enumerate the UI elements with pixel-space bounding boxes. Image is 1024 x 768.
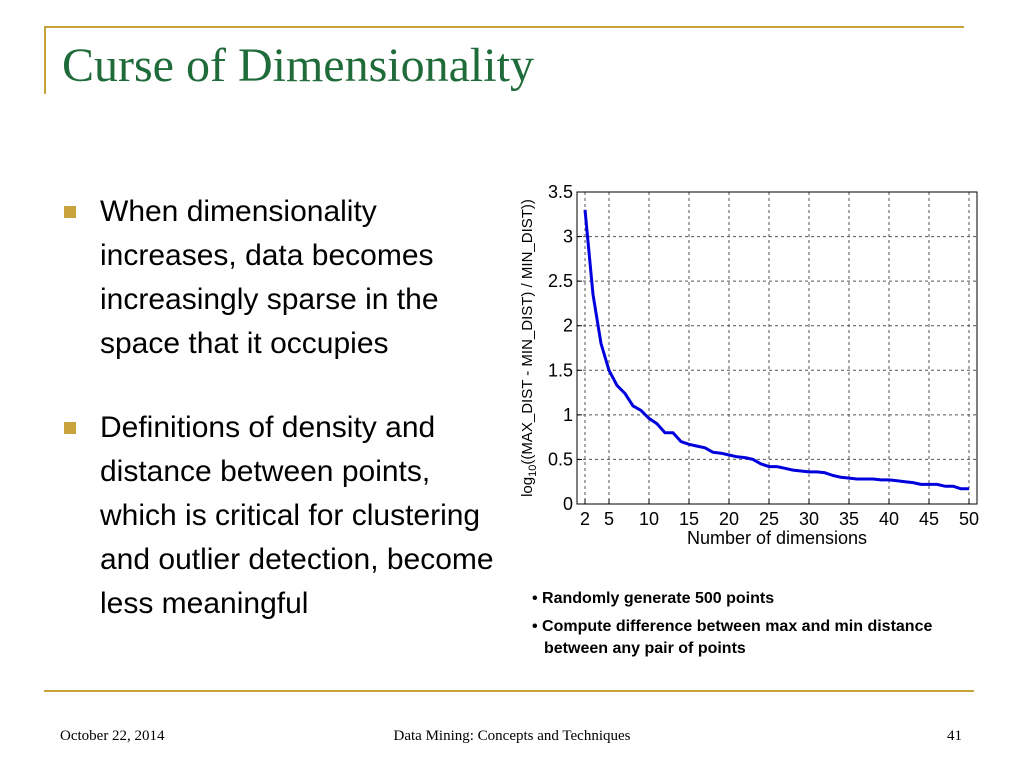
y-axis-label-subscript: 10	[527, 465, 539, 477]
x-tick-label: 30	[799, 509, 819, 529]
plot-area-frame	[576, 191, 978, 505]
x-tick-label: 20	[719, 509, 739, 529]
x-tick-label: 15	[679, 509, 699, 529]
y-tick-label: 3.5	[548, 182, 573, 202]
square-bullet-icon	[64, 422, 76, 434]
y-axis-label-prefix: log	[519, 477, 536, 497]
x-tick-label: 50	[959, 509, 979, 529]
y-tick-label: 2.5	[548, 271, 573, 291]
title-frame-left	[44, 26, 46, 94]
x-tick-label: 2	[580, 509, 590, 529]
note-item: • Compute difference between max and min…	[532, 618, 933, 657]
square-bullet-icon	[64, 206, 76, 218]
title-frame-top	[44, 26, 964, 28]
y-tick-label: 1	[563, 405, 573, 425]
footer-date: October 22, 2014	[60, 728, 165, 744]
footer-rule	[44, 690, 974, 692]
y-tick-label: 1.5	[548, 360, 573, 380]
x-tick-label: 40	[879, 509, 899, 529]
bullet-text: When dimensionality increases, data beco…	[100, 195, 439, 360]
bullet-item: When dimensionality increases, data beco…	[60, 190, 500, 366]
y-axis-label: log10((MAX_DIST - MIN_DIST) / MIN_DIST))	[519, 199, 539, 497]
notes-list: • Randomly generate 500 points • Compute…	[532, 588, 972, 660]
series-line	[583, 209, 969, 491]
y-tick-label: 0	[563, 494, 573, 514]
note-item: • Randomly generate 500 points	[532, 590, 775, 607]
chart-grid	[577, 191, 977, 505]
y-tick-label: 0.5	[548, 449, 573, 469]
y-axis-label-rest: ((MAX_DIST - MIN_DIST) / MIN_DIST))	[519, 199, 536, 465]
bullet-text: Definitions of density and distance betw…	[100, 411, 494, 620]
footer-title: Data Mining: Concepts and Techniques	[393, 728, 631, 744]
dimensionality-chart: 2 5 10 15 20 25 30 35 40 45 50 0 0.5 1 1.5 2 2.5 3 3.5 Num…	[512, 172, 982, 557]
x-tick-label: 5	[604, 509, 614, 529]
bullet-item: Definitions of density and distance betw…	[60, 406, 500, 626]
x-tick-label: 25	[759, 509, 779, 529]
x-tick-label: 35	[839, 509, 859, 529]
x-tick-label: 10	[639, 509, 659, 529]
bullet-list: When dimensionality increases, data beco…	[60, 190, 500, 626]
y-tick-label: 3	[563, 227, 573, 247]
x-tick-label: 45	[919, 509, 939, 529]
slide-title: Curse of Dimensionality	[62, 39, 534, 92]
y-tick-label: 2	[563, 316, 573, 336]
x-axis-label: Number of dimensions	[687, 528, 867, 548]
page-number: 41	[947, 728, 962, 744]
